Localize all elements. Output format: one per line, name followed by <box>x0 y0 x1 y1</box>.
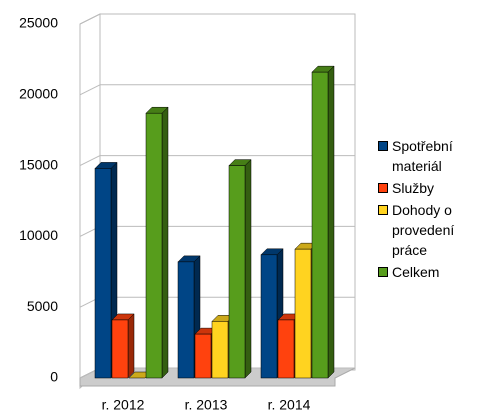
legend-item: Celkem <box>378 262 478 282</box>
y-tick-label: 15000 <box>19 156 58 172</box>
x-tick-label: r. 2012 <box>102 397 145 413</box>
legend-swatch <box>378 205 388 215</box>
grid-line-side <box>79 13 101 25</box>
y-tick-label: 0 <box>50 369 58 385</box>
legend-swatch <box>378 183 388 193</box>
legend-label: Celkem <box>392 264 440 280</box>
bar <box>177 261 195 379</box>
bar <box>111 319 129 379</box>
bar <box>294 248 312 379</box>
legend-swatch <box>378 141 388 151</box>
grid-line-side <box>79 84 101 96</box>
legend-item: Spotřební materiál <box>378 136 478 176</box>
bar-side <box>244 158 252 379</box>
x-tick-label: r. 2014 <box>268 397 311 413</box>
legend-label: Služby <box>392 180 435 196</box>
legend-item: Dohody o provedení práce <box>378 200 478 260</box>
bar <box>260 254 278 379</box>
bar <box>228 165 246 379</box>
bar <box>94 168 112 379</box>
bar <box>194 333 212 379</box>
y-tick-label: 5000 <box>27 298 58 314</box>
bar <box>211 321 229 379</box>
bar <box>311 71 329 379</box>
bar <box>145 112 163 379</box>
legend-swatch <box>378 267 388 277</box>
grid-line-side <box>79 155 101 167</box>
legend-label: Spotřební materiál <box>392 138 453 174</box>
legend: Spotřební materiál Služby Dohody o provede… <box>378 136 478 284</box>
bar-side <box>161 106 169 379</box>
y-tick-label: 10000 <box>19 227 58 243</box>
bar-side <box>327 65 335 379</box>
bar <box>277 319 295 379</box>
y-tick-label: 20000 <box>19 86 58 102</box>
bar-side <box>127 313 135 379</box>
x-tick-label: r. 2013 <box>185 397 228 413</box>
legend-item: Služby <box>378 178 478 198</box>
y-tick-label: 25000 <box>19 15 58 31</box>
legend-label: Dohody o provedení práce <box>392 202 455 258</box>
